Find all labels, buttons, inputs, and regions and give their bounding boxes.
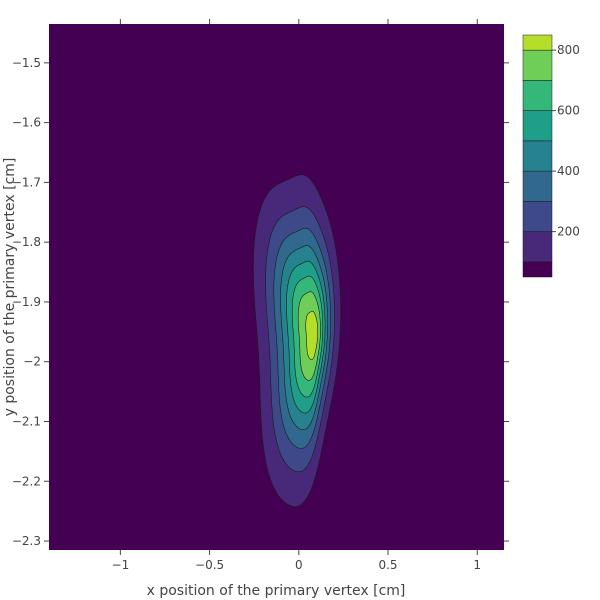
colorbar-tick-label: 200 — [557, 225, 580, 239]
contour-band-800 — [305, 310, 319, 361]
colorbar-band — [522, 261, 553, 278]
y-tick-label: −1.9 — [12, 295, 41, 309]
colorbar-tick-label: 400 — [557, 164, 580, 178]
y-tick-label: −1.8 — [12, 235, 41, 249]
colorbar-band — [522, 231, 553, 263]
y-axis-title: y position of the primary vertex [cm] — [2, 158, 18, 417]
y-tick-label: −1.5 — [12, 56, 41, 70]
colorbar-band — [522, 170, 553, 202]
x-tick-label: −1 — [112, 558, 130, 572]
colorbar-band — [522, 80, 553, 111]
x-axis-title: x position of the primary vertex [cm] — [147, 583, 406, 599]
y-tick-label: −2.1 — [12, 414, 41, 428]
x-tick-label: −0.5 — [195, 558, 224, 572]
colorbar-tick-label: 600 — [557, 104, 580, 118]
y-tick-label: −1.7 — [12, 175, 41, 189]
y-tick-label: −2.2 — [12, 474, 41, 488]
colorbar-band — [522, 110, 553, 142]
y-tick-label: −2 — [23, 355, 41, 369]
colorbar-band — [522, 49, 553, 81]
y-tick-label: −1.6 — [12, 116, 41, 130]
x-tick-label: 0.5 — [378, 558, 397, 572]
colorbar-band — [522, 140, 553, 172]
colorbar-band — [522, 201, 553, 232]
colorbar-band — [522, 34, 553, 51]
colorbar-tick-label: 800 — [557, 43, 580, 57]
contour-layer — [253, 174, 342, 507]
colorbar: 200 400 600 800 — [522, 34, 580, 278]
x-tick-label: 1 — [473, 558, 481, 572]
axes: −1 −0.5 0 0.5 1 −1.5 −1.6 −1.7 −1.8 −1.9 −2 −2.1 −2.… — [12, 19, 509, 572]
x-tick-label: 0 — [295, 558, 303, 572]
y-tick-label: −2.3 — [12, 534, 41, 548]
